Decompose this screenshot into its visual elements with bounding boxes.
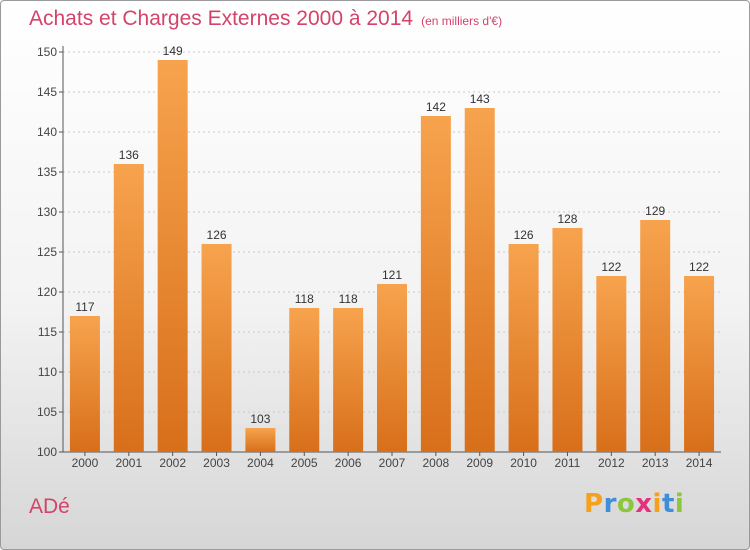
x-tick-label: 2006 <box>335 456 362 470</box>
bar-value-label: 128 <box>557 212 577 226</box>
logo-letter: i <box>674 489 685 519</box>
bar-value-label: 143 <box>470 92 490 106</box>
x-tick-label: 2007 <box>379 456 406 470</box>
y-tick-label: 100 <box>37 445 57 459</box>
x-tick-label: 2010 <box>510 456 537 470</box>
bar <box>157 60 188 452</box>
logo-letter: x <box>635 489 653 519</box>
x-tick-label: 2013 <box>642 456 669 470</box>
bar-value-label: 136 <box>119 148 139 162</box>
bar-value-label: 122 <box>689 260 709 274</box>
title-row: Achats et Charges Externes 2000 à 2014 (e… <box>29 7 502 31</box>
bar <box>684 276 715 452</box>
bar <box>640 220 671 452</box>
bar-value-label: 121 <box>382 268 402 282</box>
y-tick-label: 105 <box>37 405 57 419</box>
y-tick-label: 145 <box>37 85 57 99</box>
x-tick-label: 2001 <box>115 456 142 470</box>
x-tick-label: 2004 <box>247 456 274 470</box>
y-tick-label: 150 <box>37 45 57 59</box>
bar <box>464 108 495 452</box>
bar <box>113 164 144 452</box>
bar <box>596 276 627 452</box>
x-tick-label: 2014 <box>686 456 713 470</box>
y-tick-label: 110 <box>38 365 57 379</box>
bar <box>420 116 451 452</box>
bar <box>508 244 539 452</box>
x-tick-label: 2002 <box>159 456 186 470</box>
logo-letter: o <box>616 489 636 519</box>
bar <box>245 428 276 452</box>
chart-unit: (en milliers d'€) <box>421 14 503 28</box>
bar <box>552 228 583 452</box>
x-tick-label: 2003 <box>203 456 230 470</box>
chart-title: Achats et Charges Externes 2000 à 2014 <box>29 7 414 30</box>
x-tick-label: 2008 <box>423 456 450 470</box>
proxiti-logo: Proxiti <box>584 489 684 519</box>
bar-value-label: 118 <box>339 292 358 306</box>
bar-value-label: 117 <box>75 300 94 314</box>
x-tick-label: 2011 <box>555 456 581 470</box>
y-tick-label: 115 <box>38 325 57 339</box>
logo-letter: t <box>661 489 675 519</box>
bar <box>201 244 232 452</box>
y-tick-label: 130 <box>37 205 57 219</box>
bar <box>289 308 320 452</box>
x-tick-label: 2012 <box>598 456 625 470</box>
bar-value-label: 149 <box>163 44 183 58</box>
x-tick-label: 2005 <box>291 456 318 470</box>
commune-name: ADé <box>29 495 70 518</box>
bar-value-label: 126 <box>514 228 534 242</box>
bar-value-label: 142 <box>426 100 446 114</box>
bar-value-label: 122 <box>601 260 621 274</box>
bar-value-label: 129 <box>645 204 665 218</box>
y-tick-label: 135 <box>37 165 57 179</box>
x-tick-label: 2009 <box>466 456 493 470</box>
bar-value-label: 103 <box>250 412 270 426</box>
bar <box>377 284 407 452</box>
logo-letter: i <box>652 489 662 519</box>
logo-letter: r <box>603 489 617 519</box>
y-tick-label: 125 <box>37 245 57 259</box>
bar-value-label: 126 <box>207 228 227 242</box>
bar <box>69 316 100 452</box>
bar-value-label: 118 <box>295 292 314 306</box>
y-tick-label: 140 <box>37 125 57 139</box>
logo-letter: P <box>584 489 604 519</box>
bar <box>333 308 364 452</box>
x-tick-label: 2000 <box>72 456 99 470</box>
y-tick-label: 120 <box>37 285 57 299</box>
